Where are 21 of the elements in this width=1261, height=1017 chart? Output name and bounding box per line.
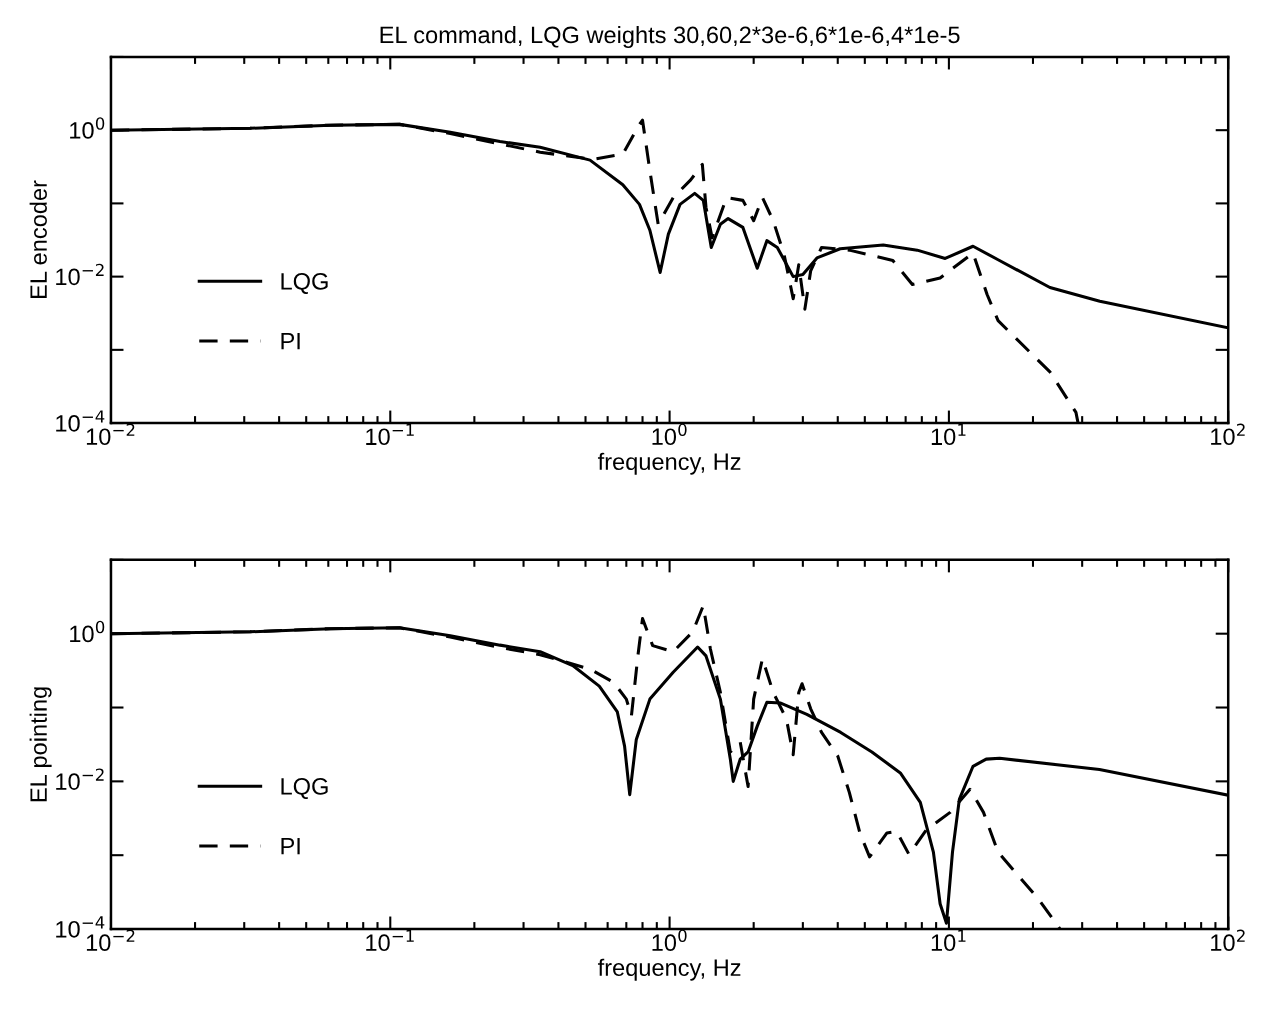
x-tick-label: 10$^{−1}$ xyxy=(366,423,414,446)
x-tick-label: 10$^{1}$ xyxy=(931,929,966,952)
x-axis-title: frequency, Hz xyxy=(597,958,741,981)
legend-label: LQG xyxy=(281,272,328,294)
y-tick-label: 10$^{0}$ xyxy=(70,117,105,139)
x-tick-label: 10$^{2}$ xyxy=(1211,929,1245,952)
y-tick-label: 10$^{−2}$ xyxy=(56,263,104,286)
x-tick-label: 10$^{0}$ xyxy=(652,423,687,446)
y-tick-label: 10$^{0}$ xyxy=(70,620,105,643)
y-tick-label: 10$^{−2}$ xyxy=(56,768,104,790)
chart-title: EL command, LQG weights 30,60,2*3e-6,6*1e-6,4*1e-5 xyxy=(380,25,960,48)
legend-label: PI xyxy=(281,332,300,350)
x-axis-title: frequency, Hz xyxy=(597,452,741,475)
legend-label: PI xyxy=(281,838,300,855)
x-tick-label: 10$^{0}$ xyxy=(652,929,687,952)
y-axis-title: EL pointing xyxy=(29,687,52,802)
y-axis-title: EL encoder xyxy=(29,180,47,299)
x-tick-label: 10$^{2}$ xyxy=(1211,423,1245,446)
x-tick-label: 10$^{−1}$ xyxy=(366,929,414,952)
legend-label: LQG xyxy=(281,778,328,799)
x-tick-label: 10$^{1}$ xyxy=(931,423,966,446)
